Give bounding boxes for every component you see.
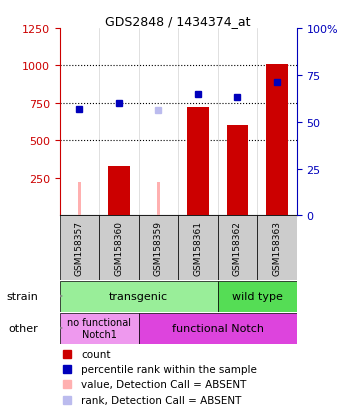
Text: percentile rank within the sample: percentile rank within the sample — [81, 364, 257, 374]
Bar — [60, 313, 139, 344]
Bar — [139, 313, 297, 344]
Text: GSM158359: GSM158359 — [154, 221, 163, 275]
Bar — [226, 126, 248, 216]
Text: GSM158362: GSM158362 — [233, 221, 242, 275]
Bar — [178, 216, 218, 280]
Text: GSM158363: GSM158363 — [272, 221, 281, 275]
Text: GSM158357: GSM158357 — [75, 221, 84, 275]
Title: GDS2848 / 1434374_at: GDS2848 / 1434374_at — [105, 15, 251, 28]
Text: strain: strain — [6, 291, 38, 301]
Bar — [157, 183, 160, 216]
Bar — [266, 65, 288, 216]
Bar — [187, 108, 209, 216]
Text: wild type: wild type — [232, 291, 283, 301]
Text: rank, Detection Call = ABSENT: rank, Detection Call = ABSENT — [81, 395, 241, 405]
Bar — [60, 281, 218, 312]
Text: transgenic: transgenic — [109, 291, 168, 301]
Text: count: count — [81, 349, 110, 359]
Text: GSM158360: GSM158360 — [115, 221, 123, 275]
Text: no functional
Notch1: no functional Notch1 — [67, 318, 131, 339]
Bar — [139, 216, 178, 280]
Bar — [78, 183, 81, 216]
Bar — [60, 216, 99, 280]
Bar — [257, 216, 297, 280]
Text: other: other — [8, 323, 38, 333]
Bar — [108, 166, 130, 216]
Text: value, Detection Call = ABSENT: value, Detection Call = ABSENT — [81, 380, 247, 389]
Bar — [99, 216, 139, 280]
Bar — [218, 281, 297, 312]
Text: functional Notch: functional Notch — [172, 323, 264, 333]
Bar — [218, 216, 257, 280]
Text: GSM158361: GSM158361 — [193, 221, 203, 275]
